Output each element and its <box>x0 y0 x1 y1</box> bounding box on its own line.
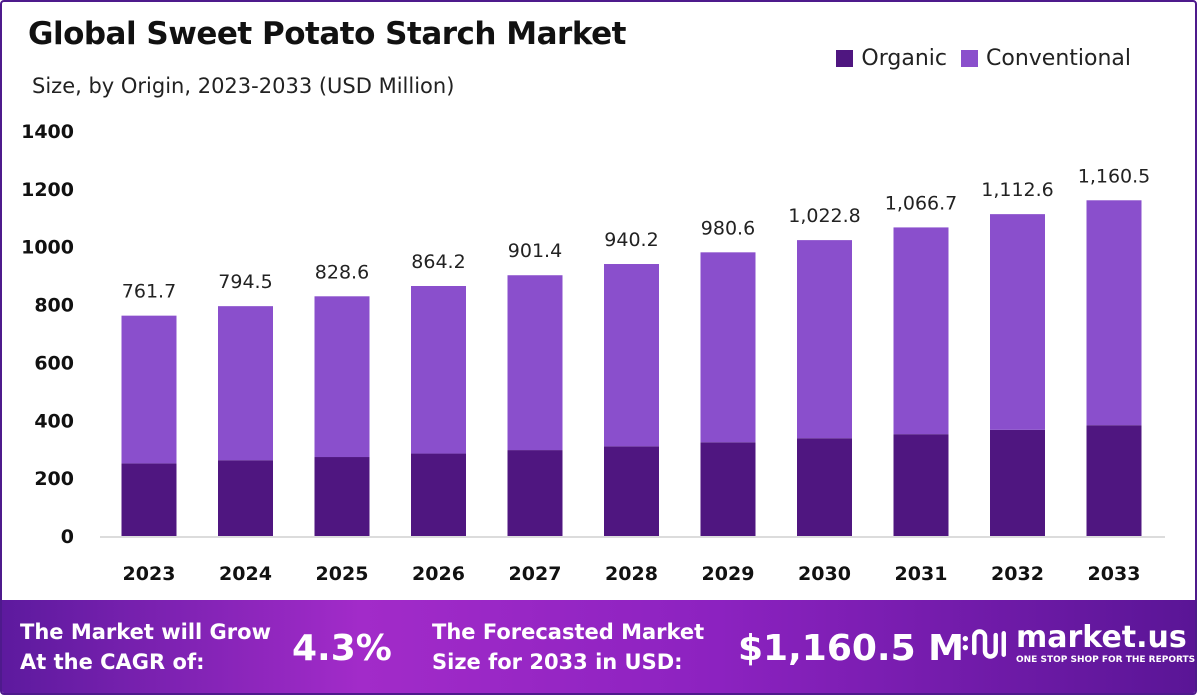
data-label-total: 828.6 <box>315 261 369 283</box>
data-label-total: 1,022.8 <box>788 205 861 227</box>
y-tick-label: 0 <box>61 526 74 548</box>
cagr-label-line2: At the CAGR of: <box>20 650 205 674</box>
data-label-total: 1,160.5 <box>1078 165 1151 187</box>
bar-chart: 0 200 400 600 800 1000 1200 1400 761.7 2023 794.5 2… <box>21 121 1165 585</box>
data-label-total: 1,066.7 <box>885 192 958 214</box>
y-tick-label: 200 <box>34 468 74 490</box>
legend-label: Organic <box>861 46 947 71</box>
bar-organic-2027 <box>507 450 563 536</box>
logo-tagline: ONE STOP SHOP FOR THE REPORTS <box>1016 655 1196 665</box>
data-label-total: 794.5 <box>218 271 272 293</box>
bar-organic-2030 <box>797 438 852 536</box>
cagr-label-line1: The Market will Grow <box>20 620 271 644</box>
x-tick-label: 2025 <box>316 563 369 585</box>
bar-organic-2031 <box>893 434 949 536</box>
legend-item-organic: Organic <box>836 46 947 71</box>
forecast-label-line2: Size for 2033 in USD: <box>432 650 683 674</box>
x-tick-label: 2028 <box>605 563 658 585</box>
bar-organic-2023 <box>121 463 177 536</box>
forecast-label: The Forecasted Market Size for 2033 in U… <box>432 617 704 677</box>
x-tick-label: 2032 <box>991 563 1044 585</box>
chart-subtitle: Size, by Origin, 2023-2033 (USD Million) <box>32 74 455 98</box>
y-tick-label: 1000 <box>21 237 74 259</box>
logo-name: market.us <box>1016 620 1187 655</box>
bar-conventional-2026 <box>411 285 466 454</box>
bar-conventional-2023 <box>121 315 177 464</box>
cagr-label: The Market will Grow At the CAGR of: <box>20 617 271 677</box>
footer-banner: The Market will Grow At the CAGR of: 4.3… <box>2 600 1195 693</box>
market-us-logo: market.us ONE STOP SHOP FOR THE REPORTS <box>960 622 1195 666</box>
x-tick-label: 2027 <box>509 563 562 585</box>
cagr-value: 4.3% <box>292 628 392 669</box>
legend-swatch-conventional <box>961 50 978 67</box>
data-label-total: 980.6 <box>701 217 755 239</box>
legend: Organic Conventional <box>836 46 1131 71</box>
y-tick-label: 600 <box>34 352 74 374</box>
x-tick-label: 2026 <box>412 563 465 585</box>
chart-title: Global Sweet Potato Starch Market <box>28 16 626 52</box>
bar-organic-2028 <box>604 446 659 536</box>
x-tick-label: 2030 <box>798 563 851 585</box>
data-label-total: 761.7 <box>122 281 176 303</box>
bar-conventional-2024 <box>218 306 273 461</box>
bar-conventional-2030 <box>797 240 852 439</box>
bar-organic-2025 <box>314 457 370 536</box>
bar-conventional-2027 <box>507 275 563 451</box>
bar-conventional-2032 <box>990 214 1045 430</box>
bar-conventional-2031 <box>893 227 949 435</box>
y-tick-label: 1400 <box>21 121 74 143</box>
bar-organic-2033 <box>1086 425 1142 536</box>
x-tick-label: 2023 <box>123 563 176 585</box>
data-label-total: 940.2 <box>604 229 658 251</box>
bar-conventional-2028 <box>604 264 659 447</box>
bar-conventional-2025 <box>314 296 370 458</box>
forecast-label-line1: The Forecasted Market <box>432 620 705 644</box>
legend-swatch-organic <box>836 50 854 67</box>
data-label-total: 1,112.6 <box>981 179 1054 201</box>
x-tick-label: 2033 <box>1088 563 1141 585</box>
bar-organic-2032 <box>990 429 1045 536</box>
bar-organic-2029 <box>700 442 756 536</box>
legend-item-conventional: Conventional <box>961 46 1131 71</box>
x-tick-label: 2029 <box>702 563 755 585</box>
bar-organic-2024 <box>218 460 273 536</box>
data-label-total: 901.4 <box>508 240 562 262</box>
x-tick-label: 2031 <box>895 563 948 585</box>
bar-organic-2026 <box>411 453 466 536</box>
y-tick-label: 800 <box>34 295 74 317</box>
y-tick-label: 1200 <box>21 179 74 201</box>
logo-mark-icon <box>962 629 1006 659</box>
forecast-value: $1,160.5 M <box>738 628 965 669</box>
data-label-total: 864.2 <box>411 251 465 273</box>
y-tick-label: 400 <box>34 410 74 432</box>
bar-conventional-2033 <box>1086 200 1142 426</box>
bar-conventional-2029 <box>700 252 756 443</box>
legend-label: Conventional <box>986 46 1131 71</box>
x-tick-label: 2024 <box>219 563 272 585</box>
